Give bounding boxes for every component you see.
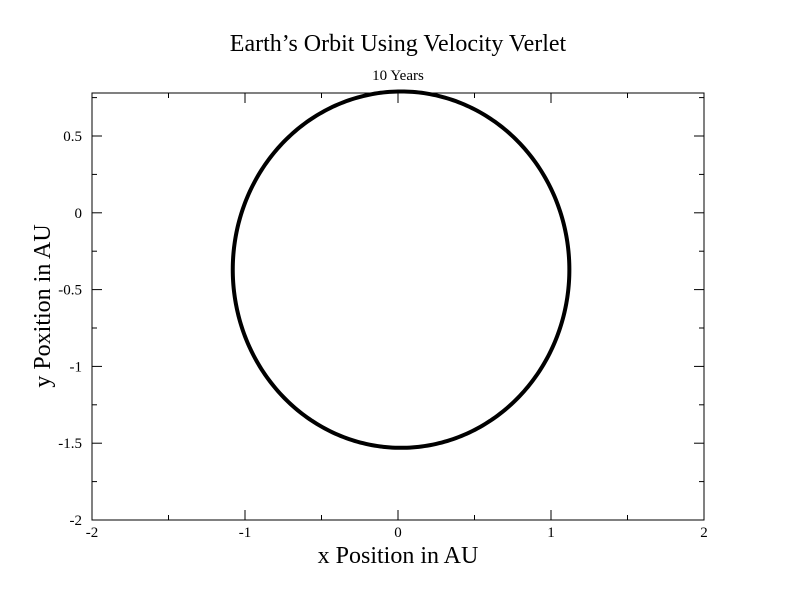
y-tick-label: 0.5 [63, 129, 82, 145]
x-axis-label: x Position in AU [318, 543, 479, 569]
y-axis-label: y Poxition in AU [30, 224, 56, 387]
axis-tick-labels: -2 -1 0 1 2 0.5 0 -0.5 -1 -1.5 -2 [58, 129, 708, 541]
y-tick-label: -1.5 [58, 436, 82, 452]
y-tick-label: -1 [70, 359, 83, 375]
y-tick-label: -0.5 [58, 283, 82, 299]
chart-subtitle: 10 Years [372, 68, 424, 84]
orbit-line [230, 89, 572, 450]
x-tick-label: 1 [547, 525, 555, 541]
y-tick-label: 0 [75, 206, 83, 222]
axis-ticks [91, 93, 705, 521]
x-tick-label: 2 [700, 525, 708, 541]
x-tick-label: -1 [239, 525, 252, 541]
y-tick-label: -2 [70, 513, 83, 529]
chart-title: Earth’s Orbit Using Velocity Verlet [230, 31, 567, 57]
plot-frame [91, 92, 705, 521]
x-tick-label: 0 [394, 525, 402, 541]
x-tick-label: -2 [86, 525, 99, 541]
